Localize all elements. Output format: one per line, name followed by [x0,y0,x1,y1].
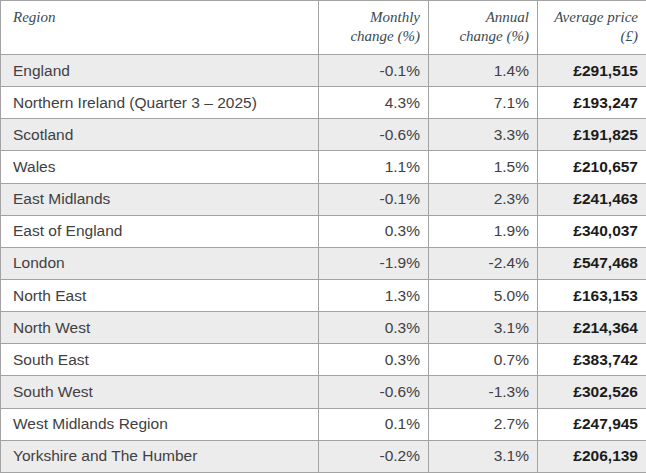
cell-region: Wales [1,151,319,183]
table-row: North West 0.3% 3.1% £214,364 [1,312,646,344]
cell-annual-change: 2.3% [429,183,538,215]
cell-average-price: £547,468 [538,247,646,279]
cell-average-price: £302,526 [538,376,646,408]
cell-average-price: £383,742 [538,344,646,376]
cell-monthly-change: 0.3% [319,344,429,376]
table-row: Wales 1.1% 1.5% £210,657 [1,151,646,183]
cell-monthly-change: 1.3% [319,279,429,311]
house-price-table: Region Monthly change (%) Annual change … [0,0,646,473]
cell-annual-change: 1.9% [429,215,538,247]
cell-region: England [1,55,319,87]
table-row: East Midlands -0.1% 2.3% £241,463 [1,183,646,215]
cell-region: East Midlands [1,183,319,215]
cell-region: North West [1,312,319,344]
cell-average-price: £206,139 [538,440,646,472]
column-header-monthly-change: Monthly change (%) [319,1,429,55]
cell-monthly-change: 0.3% [319,312,429,344]
cell-region: North East [1,279,319,311]
cell-annual-change: 7.1% [429,87,538,119]
cell-monthly-change: -0.2% [319,440,429,472]
cell-monthly-change: -0.1% [319,55,429,87]
cell-average-price: £340,037 [538,215,646,247]
table-row: Yorkshire and The Humber -0.2% 3.1% £206… [1,440,646,472]
cell-annual-change: 0.7% [429,344,538,376]
table-row: South West -0.6% -1.3% £302,526 [1,376,646,408]
cell-average-price: £241,463 [538,183,646,215]
cell-annual-change: 3.1% [429,312,538,344]
cell-annual-change: 3.3% [429,119,538,151]
cell-monthly-change: -0.1% [319,183,429,215]
table-row: South East 0.3% 0.7% £383,742 [1,344,646,376]
cell-average-price: £191,825 [538,119,646,151]
cell-region: London [1,247,319,279]
table-row: Scotland -0.6% 3.3% £191,825 [1,119,646,151]
table-row: East of England 0.3% 1.9% £340,037 [1,215,646,247]
column-header-annual-change: Annual change (%) [429,1,538,55]
cell-average-price: £214,364 [538,312,646,344]
cell-region: South East [1,344,319,376]
cell-region: West Midlands Region [1,408,319,440]
header-row: Region Monthly change (%) Annual change … [1,1,646,55]
table-row: North East 1.3% 5.0% £163,153 [1,279,646,311]
cell-average-price: £291,515 [538,55,646,87]
cell-region: Scotland [1,119,319,151]
cell-monthly-change: -0.6% [319,376,429,408]
cell-annual-change: 3.1% [429,440,538,472]
cell-annual-change: 5.0% [429,279,538,311]
table-row: West Midlands Region 0.1% 2.7% £247,945 [1,408,646,440]
cell-annual-change: -2.4% [429,247,538,279]
cell-monthly-change: 0.3% [319,215,429,247]
cell-region: Northern Ireland (Quarter 3 – 2025) [1,87,319,119]
cell-average-price: £247,945 [538,408,646,440]
cell-monthly-change: 4.3% [319,87,429,119]
cell-annual-change: 2.7% [429,408,538,440]
cell-average-price: £163,153 [538,279,646,311]
table-body: England -0.1% 1.4% £291,515 Northern Ire… [1,55,646,473]
cell-region: South West [1,376,319,408]
cell-annual-change: -1.3% [429,376,538,408]
cell-average-price: £193,247 [538,87,646,119]
table-row: London -1.9% -2.4% £547,468 [1,247,646,279]
column-header-region: Region [1,1,319,55]
cell-monthly-change: -0.6% [319,119,429,151]
cell-region: East of England [1,215,319,247]
cell-monthly-change: 0.1% [319,408,429,440]
cell-monthly-change: 1.1% [319,151,429,183]
cell-average-price: £210,657 [538,151,646,183]
cell-monthly-change: -1.9% [319,247,429,279]
cell-annual-change: 1.5% [429,151,538,183]
table-row: Northern Ireland (Quarter 3 – 2025) 4.3%… [1,87,646,119]
table-row: England -0.1% 1.4% £291,515 [1,55,646,87]
cell-region: Yorkshire and The Humber [1,440,319,472]
column-header-average-price: Average price (£) [538,1,646,55]
cell-annual-change: 1.4% [429,55,538,87]
